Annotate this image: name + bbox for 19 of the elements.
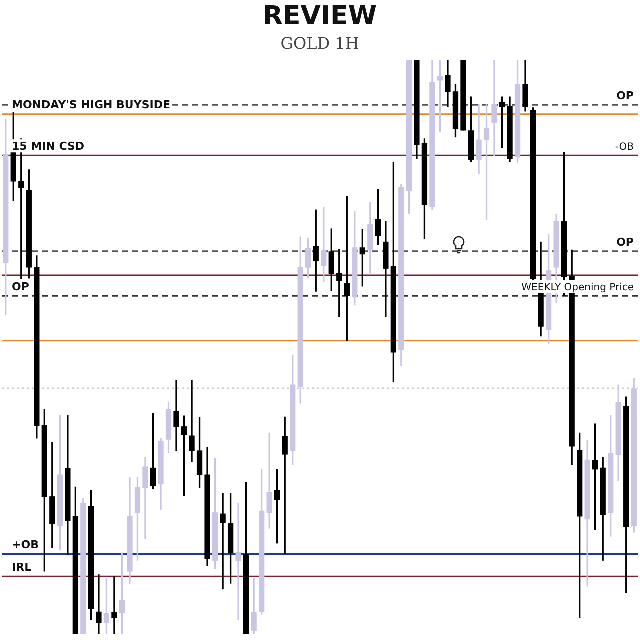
ref-line-label: OP: [12, 280, 30, 294]
candlestick: [142, 457, 148, 540]
annotation: WEEKLY Opening Price: [522, 282, 634, 294]
candlestick: [96, 574, 102, 634]
chart-subtitle: GOLD 1H: [280, 34, 360, 53]
candlestick: [492, 60, 498, 157]
ref-line-label: IRL: [12, 561, 32, 574]
annotation: -OB: [615, 142, 634, 154]
candlestick: [112, 576, 118, 634]
candlestick: [236, 502, 242, 620]
ref-line-label: MONDAY'S HIGH BUYSIDE: [12, 98, 170, 112]
candlestick: [220, 493, 226, 590]
ref-line-label: 15 MIN CSD: [12, 140, 85, 153]
candlestick: [174, 380, 180, 452]
candlestick: [189, 380, 195, 462]
chart-title: REVIEW: [262, 1, 378, 32]
ref-line-label: OP: [616, 236, 634, 249]
ref-line-label: +OB: [12, 538, 39, 552]
ref-line-label: OP: [616, 90, 634, 102]
